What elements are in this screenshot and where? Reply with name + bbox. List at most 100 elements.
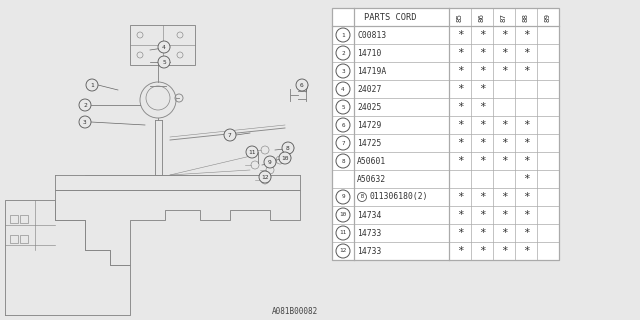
Text: *: * (523, 156, 529, 166)
Circle shape (158, 56, 170, 68)
Text: 24025: 24025 (357, 102, 381, 111)
Text: *: * (523, 138, 529, 148)
Text: 9: 9 (341, 195, 345, 199)
Text: 24027: 24027 (357, 84, 381, 93)
Text: 14733: 14733 (357, 246, 381, 255)
Text: A50632: A50632 (357, 174, 387, 183)
Text: 4: 4 (162, 44, 166, 50)
Text: *: * (500, 156, 508, 166)
Circle shape (158, 41, 170, 53)
Text: 14729: 14729 (357, 121, 381, 130)
Text: *: * (479, 156, 485, 166)
Text: *: * (523, 120, 529, 130)
Circle shape (79, 99, 91, 111)
Text: 89: 89 (545, 12, 551, 21)
Bar (20, 215, 28, 223)
Text: 1: 1 (90, 83, 94, 87)
Text: 4: 4 (341, 86, 345, 92)
Circle shape (224, 129, 236, 141)
Text: *: * (457, 84, 463, 94)
Text: *: * (500, 48, 508, 58)
Circle shape (86, 79, 98, 91)
Circle shape (296, 79, 308, 91)
Text: 3: 3 (83, 119, 87, 124)
Text: *: * (479, 192, 485, 202)
Text: *: * (457, 228, 463, 238)
Text: *: * (457, 66, 463, 76)
Text: *: * (479, 84, 485, 94)
Text: *: * (479, 210, 485, 220)
Text: 14725: 14725 (357, 139, 381, 148)
Bar (10, 235, 18, 243)
Text: *: * (457, 246, 463, 256)
Text: *: * (523, 30, 529, 40)
Circle shape (264, 156, 276, 168)
Text: *: * (457, 48, 463, 58)
Text: *: * (500, 246, 508, 256)
Text: *: * (479, 246, 485, 256)
Text: 88: 88 (523, 12, 529, 21)
Text: 10: 10 (339, 212, 347, 218)
Text: *: * (457, 210, 463, 220)
Text: 10: 10 (281, 156, 289, 161)
Text: PARTS CORD: PARTS CORD (364, 12, 417, 21)
Bar (20, 235, 28, 243)
Text: *: * (500, 138, 508, 148)
Circle shape (259, 171, 271, 183)
Text: *: * (457, 120, 463, 130)
Text: 011306180(2): 011306180(2) (370, 193, 429, 202)
Text: 11: 11 (339, 230, 347, 236)
Text: A081B00082: A081B00082 (272, 307, 318, 316)
Text: *: * (500, 192, 508, 202)
Text: 1: 1 (341, 33, 345, 37)
Text: *: * (479, 138, 485, 148)
Circle shape (246, 146, 258, 158)
Text: 9: 9 (268, 159, 272, 164)
Text: A50601: A50601 (357, 156, 387, 165)
Text: 14733: 14733 (357, 228, 381, 237)
Text: 11: 11 (248, 149, 256, 155)
Text: *: * (500, 30, 508, 40)
Text: *: * (479, 66, 485, 76)
Text: *: * (457, 102, 463, 112)
Text: *: * (479, 228, 485, 238)
Text: 7: 7 (228, 132, 232, 138)
Text: 14710: 14710 (357, 49, 381, 58)
Text: *: * (457, 30, 463, 40)
Text: *: * (523, 210, 529, 220)
Text: 6: 6 (341, 123, 345, 127)
Text: 2: 2 (83, 102, 87, 108)
Text: 14734: 14734 (357, 211, 381, 220)
Text: 85: 85 (457, 12, 463, 21)
Circle shape (79, 116, 91, 128)
Text: *: * (479, 102, 485, 112)
Text: *: * (523, 246, 529, 256)
Circle shape (282, 142, 294, 154)
Text: 2: 2 (341, 51, 345, 55)
Text: 3: 3 (341, 68, 345, 74)
Text: *: * (500, 66, 508, 76)
Circle shape (279, 152, 291, 164)
Text: *: * (500, 228, 508, 238)
Text: 12: 12 (339, 249, 347, 253)
Text: 12: 12 (261, 174, 269, 180)
Text: 8: 8 (341, 158, 345, 164)
Text: *: * (523, 192, 529, 202)
Text: *: * (523, 48, 529, 58)
Text: *: * (500, 210, 508, 220)
Text: *: * (457, 192, 463, 202)
Text: *: * (457, 156, 463, 166)
Text: *: * (479, 30, 485, 40)
Text: 6: 6 (300, 83, 304, 87)
Bar (332, 8, 559, 260)
Text: 86: 86 (479, 12, 485, 21)
Text: 5: 5 (341, 105, 345, 109)
Text: *: * (479, 120, 485, 130)
Text: *: * (457, 138, 463, 148)
Text: *: * (500, 120, 508, 130)
Text: 14719A: 14719A (357, 67, 387, 76)
Bar (10, 215, 18, 223)
Text: 87: 87 (501, 12, 507, 21)
Text: *: * (523, 66, 529, 76)
Text: *: * (523, 174, 529, 184)
